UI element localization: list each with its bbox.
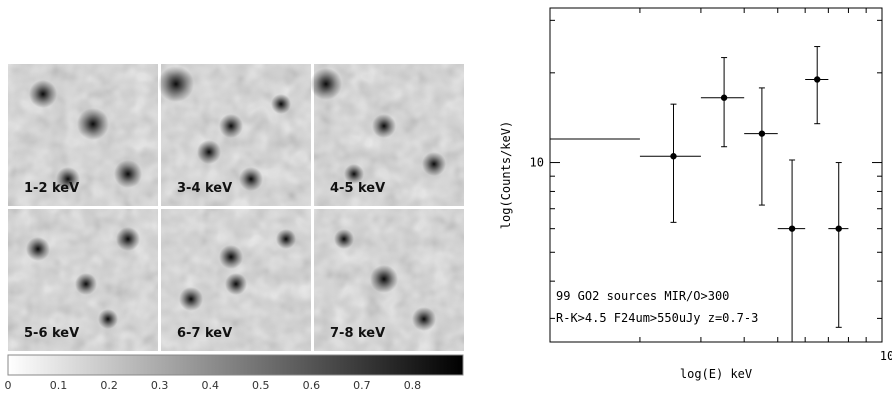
annotation-selection: R-K>4.5 F24um>550uJy z=0.7-3 bbox=[556, 311, 758, 325]
plot-frame bbox=[549, 7, 883, 343]
source-blob bbox=[334, 229, 354, 249]
panel-energy-label: 7-8 keV bbox=[330, 326, 385, 341]
source-blob bbox=[29, 80, 57, 108]
panel-energy-label: 5-6 keV bbox=[24, 326, 79, 341]
colorbar-tick-label: 0.7 bbox=[353, 379, 371, 392]
source-blob bbox=[158, 66, 194, 102]
data-point bbox=[777, 159, 806, 343]
source-blob bbox=[219, 114, 243, 138]
image-panel: 7-8 keV bbox=[314, 209, 464, 351]
source-blob bbox=[77, 108, 109, 140]
spectrum-plot: 10 10 log(E) keV log(Counts/keV) 99 GO2 s… bbox=[470, 0, 892, 396]
data-marks bbox=[550, 46, 849, 343]
colorbar: 0 0.1 0.2 0.3 0.4 0.5 0.6 0.7 0.8 bbox=[5, 354, 464, 392]
source-blob bbox=[344, 164, 364, 184]
data-marker bbox=[814, 76, 821, 83]
source-blob bbox=[197, 140, 221, 164]
data-marker bbox=[758, 130, 766, 137]
source-blob bbox=[116, 227, 140, 251]
colorbar-tick-label: 0.8 bbox=[404, 379, 422, 392]
source-blob bbox=[26, 237, 50, 261]
colorbar-tick-label: 0.6 bbox=[303, 379, 321, 392]
source-blob bbox=[114, 160, 142, 188]
colorbar-gradient bbox=[7, 354, 464, 376]
data-marker bbox=[835, 225, 842, 232]
x-axis-label: log(E) keV bbox=[680, 367, 752, 381]
panel-grid: 1-2 keV 3-4 keV 4-5 keV 5-6 keV 6-7 keV 7-8 k… bbox=[8, 64, 464, 351]
source-blob bbox=[98, 309, 118, 329]
source-blob bbox=[75, 273, 97, 295]
colorbar-tick-label: 0.2 bbox=[100, 379, 118, 392]
panel-energy-label: 6-7 keV bbox=[177, 326, 232, 341]
image-panel: 3-4 keV bbox=[158, 64, 311, 206]
source-blob bbox=[271, 94, 291, 114]
panel-energy-label: 3-4 keV bbox=[177, 181, 232, 196]
source-blob bbox=[219, 245, 243, 269]
image-panel: 6-7 keV bbox=[161, 209, 311, 351]
source-blob bbox=[370, 265, 398, 293]
spectrum-svg: 10 10 log(E) keV log(Counts/keV) 99 GO2 s… bbox=[499, 7, 892, 381]
image-panel: 4-5 keV bbox=[310, 64, 464, 206]
y-tick-label: 10 bbox=[530, 156, 544, 170]
image-panel: 5-6 keV bbox=[8, 209, 158, 351]
x-tick-label: 10 bbox=[880, 349, 892, 363]
source-blob bbox=[225, 273, 247, 295]
data-point bbox=[700, 57, 745, 148]
energy-band-images: 1-2 keV 3-4 keV 4-5 keV 5-6 keV 6-7 keV 7-8 k… bbox=[5, 64, 464, 392]
data-marker bbox=[720, 94, 728, 101]
colorbar-tick-label: 0.5 bbox=[252, 379, 270, 392]
panel-energy-label: 4-5 keV bbox=[330, 181, 385, 196]
image-panel: 1-2 keV bbox=[8, 64, 158, 206]
colorbar-tick-label: 0.1 bbox=[50, 379, 68, 392]
data-point bbox=[744, 87, 778, 206]
source-blob bbox=[56, 167, 80, 191]
source-blob bbox=[372, 114, 396, 138]
panel-energy-label: 1-2 keV bbox=[24, 181, 79, 196]
image-panels-svg: 1-2 keV 3-4 keV 4-5 keV 5-6 keV 6-7 keV 7-8 k… bbox=[5, 64, 464, 392]
data-point bbox=[639, 103, 701, 223]
source-blob bbox=[276, 229, 296, 249]
colorbar-tick-label: 0 bbox=[5, 379, 12, 392]
data-point bbox=[828, 162, 849, 328]
data-marker bbox=[788, 225, 796, 232]
data-marker bbox=[670, 153, 677, 160]
source-blob bbox=[412, 307, 436, 331]
axis-ticks: 10 10 bbox=[530, 8, 892, 363]
y-axis-label: log(Counts/keV) bbox=[499, 121, 513, 229]
source-blob bbox=[179, 287, 203, 311]
source-blob bbox=[310, 68, 342, 100]
data-point bbox=[805, 46, 829, 125]
colorbar-tick-label: 0.3 bbox=[151, 379, 169, 392]
annotation-sample: 99 GO2 sources MIR/O>300 bbox=[556, 289, 729, 303]
source-blob bbox=[422, 152, 446, 176]
colorbar-tick-label: 0.4 bbox=[201, 379, 219, 392]
source-blob bbox=[239, 167, 263, 191]
